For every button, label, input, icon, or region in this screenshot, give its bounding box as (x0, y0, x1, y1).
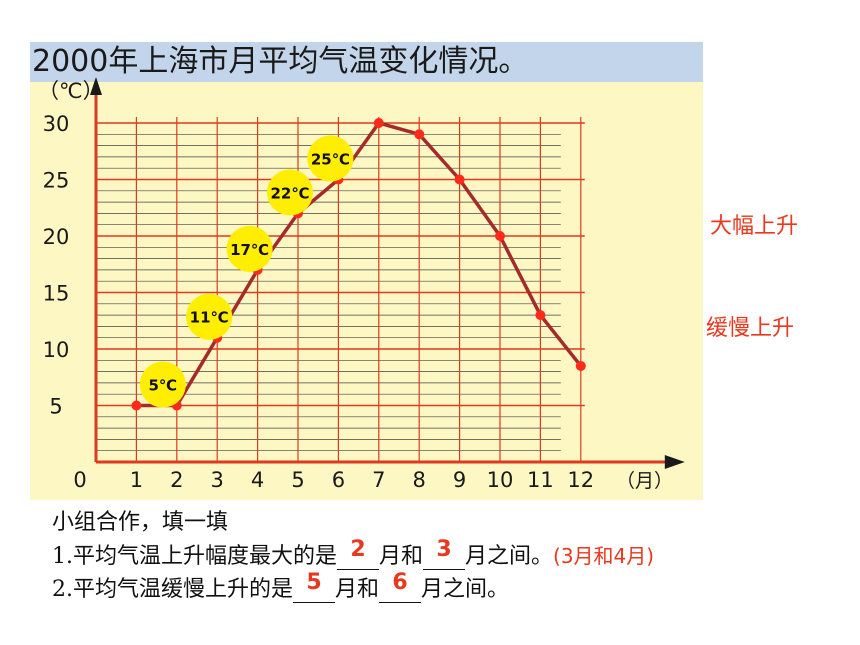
x-tick-label: 6 (332, 468, 345, 492)
x-tick-label: 7 (372, 468, 385, 492)
question-2: 2.平均气温缓慢上升的是 5 月和 6 月之间。 (52, 570, 510, 603)
x-axis-arrow (664, 455, 685, 469)
annotation-label: 5℃ (148, 377, 177, 395)
data-point (535, 310, 546, 321)
data-point (495, 231, 505, 241)
annotation-label: 17℃ (230, 241, 269, 259)
q2-prefix: 2.平均气温缓慢上升的是 (52, 577, 293, 602)
q2-blank-2[interactable]: 6 (379, 570, 422, 603)
annotation-bubble (267, 169, 313, 216)
y-axis-arrow (90, 77, 102, 95)
x-tick-label: 4 (251, 468, 264, 492)
q2-suffix: 月之间。 (421, 577, 510, 602)
annotation-bubble (226, 225, 273, 272)
q1-hint: (3月和4月) (553, 544, 655, 568)
q1-prefix: 1.平均气温上升幅度最大的是 (52, 544, 337, 569)
y-tick-label: 10 (43, 338, 70, 362)
task-heading: 小组合作，填一填 (52, 510, 229, 535)
y-axis-label: （℃） (38, 79, 104, 103)
y-tick-label: 5 (49, 395, 62, 419)
x-tick-label: 12 (567, 468, 594, 492)
q2-mid: 月和 (335, 577, 380, 602)
q2-blank-1[interactable]: 5 (293, 570, 335, 603)
data-point (575, 360, 586, 371)
x-tick-label: 11 (527, 468, 554, 492)
slow-rise-note: 缓慢上升 (706, 316, 795, 341)
q1-suffix: 月之间。 (465, 544, 554, 569)
y-tick-label: 30 (43, 112, 70, 136)
x-tick-label: 3 (211, 468, 224, 492)
data-point (131, 400, 142, 411)
chart-title: 2000年上海市月平均气温变化情况。 (32, 44, 529, 79)
q1-blank-2[interactable]: 3 (423, 537, 466, 570)
annotation-bubble (307, 135, 354, 182)
x-tick-label: 2 (170, 468, 183, 492)
annotation-bubble (186, 293, 233, 340)
data-point (414, 129, 425, 140)
data-point (454, 174, 465, 185)
x-tick-label: 9 (453, 468, 466, 492)
annotation-label: 22℃ (270, 184, 309, 202)
x-tick-label: 0 (73, 468, 86, 492)
data-point (373, 118, 384, 128)
q2-answer-1: 5 (306, 570, 322, 595)
large-rise-note: 大幅上升 (710, 214, 799, 239)
annotation-label: 11℃ (190, 309, 229, 327)
y-tick-label: 25 (43, 169, 70, 193)
x-tick-label: 1 (130, 468, 143, 492)
y-tick-label: 15 (43, 282, 70, 306)
q1-blank-1[interactable]: 2 (337, 537, 379, 570)
y-tick-label: 20 (43, 225, 70, 249)
q1-mid: 月和 (379, 544, 424, 569)
q1-answer-1: 2 (350, 537, 366, 562)
title-bar (30, 42, 703, 82)
annotation-label: 25℃ (311, 151, 350, 169)
x-axis-label: （月） (616, 470, 673, 492)
question-1: 1.平均气温上升幅度最大的是 2 月和 3 月之间。(3月和4月) (52, 537, 655, 570)
x-tick-label: 8 (413, 468, 426, 492)
q2-answer-2: 6 (392, 570, 408, 595)
x-tick-label: 5 (291, 468, 304, 492)
x-tick-label: 10 (487, 468, 514, 492)
chart-panel (30, 42, 703, 500)
temperature-line (136, 121, 583, 408)
annotation-bubble (139, 361, 186, 408)
q1-answer-2: 3 (436, 537, 452, 562)
